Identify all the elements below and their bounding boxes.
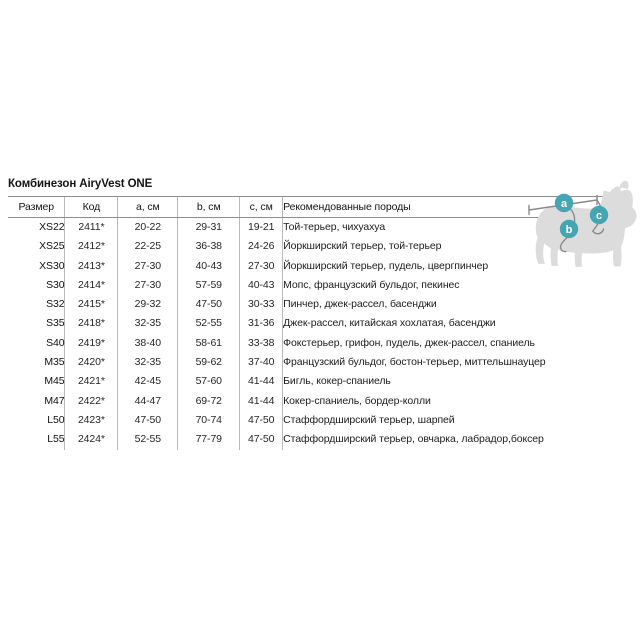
cell-code: 2414* xyxy=(64,275,118,296)
table-row: S35 2418* 32-35 52-55 31-36 Джек-рассел, кита… xyxy=(8,314,632,334)
badge-a: a xyxy=(554,193,574,213)
cell-size: S40 xyxy=(46,336,65,349)
page-title: Комбинезон AiryVest ONE xyxy=(8,178,153,190)
badge-b-label: b xyxy=(566,224,573,236)
badge-b: b xyxy=(559,219,579,239)
table-row: S30 2414* 27-30 57-59 40-43 Мопс, французский… xyxy=(8,275,632,296)
cell-b: 77-79 xyxy=(177,430,240,450)
cell-breeds: Стаффордширский терьер, овчарка, лабрадо… xyxy=(282,430,632,450)
cell-c: 41-44 xyxy=(239,372,283,392)
table-row: M47 2422* 44-47 69-72 41-44 Кокер-спаниель, б… xyxy=(8,391,632,411)
cell-size: S32 xyxy=(46,298,65,311)
cell-breeds: Мопс, французский бульдог, пекинес xyxy=(282,275,632,296)
cell-b: 52-55 xyxy=(177,314,240,334)
cell-c: 30-33 xyxy=(239,295,283,315)
column-header-code: Код xyxy=(64,196,118,218)
badge-a-label: a xyxy=(561,198,568,210)
column-header-a: a, см xyxy=(117,196,178,218)
cell-code: 2415* xyxy=(64,295,118,315)
cell-b: 58-61 xyxy=(177,333,240,354)
cell-a: 20-22 xyxy=(117,217,178,238)
cell-code: 2419* xyxy=(64,333,118,354)
column-header-b: b, см xyxy=(177,196,240,218)
cell-c: 37-40 xyxy=(239,353,283,373)
cell-b: 36-38 xyxy=(177,237,240,257)
cell-a: 52-55 xyxy=(117,430,178,450)
cell-size: XS25 xyxy=(39,240,65,253)
cell-breeds: Кокер-спаниель, бордер-колли xyxy=(282,391,632,411)
dog-measurement-diagram: a b c xyxy=(498,176,640,288)
cell-breeds: Фокстерьер, грифон, пудель, джек-рассел,… xyxy=(282,333,632,354)
cell-code: 2412* xyxy=(64,237,118,257)
cell-breeds: Бигль, кокер-спаниель xyxy=(282,372,632,392)
cell-c: 47-50 xyxy=(239,410,283,431)
cell-c: 41-44 xyxy=(239,391,283,411)
table-row: S40 2419* 38-40 58-61 33-38 Фокстерьер, грифо… xyxy=(8,333,632,354)
column-header-size: Размер xyxy=(8,196,65,218)
cell-a: 29-32 xyxy=(117,295,178,315)
cell-a: 44-47 xyxy=(117,391,178,411)
cell-a: 32-35 xyxy=(117,314,178,334)
cell-c: 31-36 xyxy=(239,314,283,334)
cell-code: 2423* xyxy=(64,410,118,431)
table-header-row: Размер Код a, см b, см c, см Рекомендова… xyxy=(8,196,632,218)
table-row: M35 2420* 32-35 59-62 37-40 Французский бульд… xyxy=(8,353,632,373)
table-row: M45 2421* 42-45 57-60 41-44 Бигль, кокер-спан… xyxy=(8,372,632,392)
cell-breeds: Джек-рассел, китайская хохлатая, басендж… xyxy=(282,314,632,334)
cell-c: 47-50 xyxy=(239,430,283,450)
cell-size: L50 xyxy=(47,413,65,426)
cell-b: 59-62 xyxy=(177,353,240,373)
cell-a: 38-40 xyxy=(117,333,178,354)
column-header-c: c, см xyxy=(239,196,283,218)
cell-b: 29-31 xyxy=(177,217,240,238)
cell-size: XS30 xyxy=(39,259,65,272)
cell-code: 2411* xyxy=(64,217,118,238)
cell-breeds: Стаффордширский терьер, шарпей xyxy=(282,410,632,431)
cell-a: 47-50 xyxy=(117,410,178,431)
cell-code: 2413* xyxy=(64,256,118,276)
cell-b: 70-74 xyxy=(177,410,240,431)
cell-a: 22-25 xyxy=(117,237,178,257)
cell-b: 57-59 xyxy=(177,275,240,296)
cell-c: 19-21 xyxy=(239,217,283,238)
cell-breeds: Пинчер, джек-рассел, басенджи xyxy=(282,295,632,315)
cell-c: 27-30 xyxy=(239,256,283,276)
table-row: L50 2423* 47-50 70-74 47-50 Стаффордширский т… xyxy=(8,410,632,431)
dog-silhouette-shape xyxy=(535,180,637,267)
table-row: S32 2415* 29-32 47-50 30-33 Пинчер, джек-расс… xyxy=(8,295,632,315)
cell-a: 27-30 xyxy=(117,275,178,296)
cell-code: 2424* xyxy=(64,430,118,450)
badge-c-label: c xyxy=(596,210,602,222)
badge-c: c xyxy=(589,205,609,225)
cell-size: S35 xyxy=(46,317,65,330)
cell-c: 33-38 xyxy=(239,333,283,354)
cell-code: 2421* xyxy=(64,372,118,392)
cell-c: 24-26 xyxy=(239,237,283,257)
cell-code: 2422* xyxy=(64,391,118,411)
cell-size: M47 xyxy=(44,394,65,407)
cell-c: 40-43 xyxy=(239,275,283,296)
cell-size: XS22 xyxy=(39,221,65,233)
table-body: XS22 2411* 20-22 29-31 19-21 Той-терьер, чиху… xyxy=(8,217,632,450)
cell-breeds: Французский бульдог, бостон-терьер, митт… xyxy=(282,353,632,373)
cell-a: 32-35 xyxy=(117,353,178,373)
cell-a: 42-45 xyxy=(117,372,178,392)
cell-b: 47-50 xyxy=(177,295,240,315)
cell-size: M45 xyxy=(44,375,65,388)
cell-size: L55 xyxy=(47,433,65,446)
cell-code: 2420* xyxy=(64,353,118,373)
size-table: Размер Код a, см b, см c, см Рекомендова… xyxy=(8,196,632,450)
cell-size: M35 xyxy=(44,356,65,369)
cell-code: 2418* xyxy=(64,314,118,334)
table-row: XS30 2413* 27-30 40-43 27-30 Йоркширский терь… xyxy=(8,256,632,276)
table-row: L55 2424* 52-55 77-79 47-50 Стаффордширский т… xyxy=(8,430,632,450)
cell-b: 57-60 xyxy=(177,372,240,392)
cell-b: 69-72 xyxy=(177,391,240,411)
cell-size: S30 xyxy=(46,278,65,291)
cell-b: 40-43 xyxy=(177,256,240,276)
cell-breeds: Йоркширский терьер, пудель, цвергпинчер xyxy=(282,256,632,276)
cell-a: 27-30 xyxy=(117,256,178,276)
